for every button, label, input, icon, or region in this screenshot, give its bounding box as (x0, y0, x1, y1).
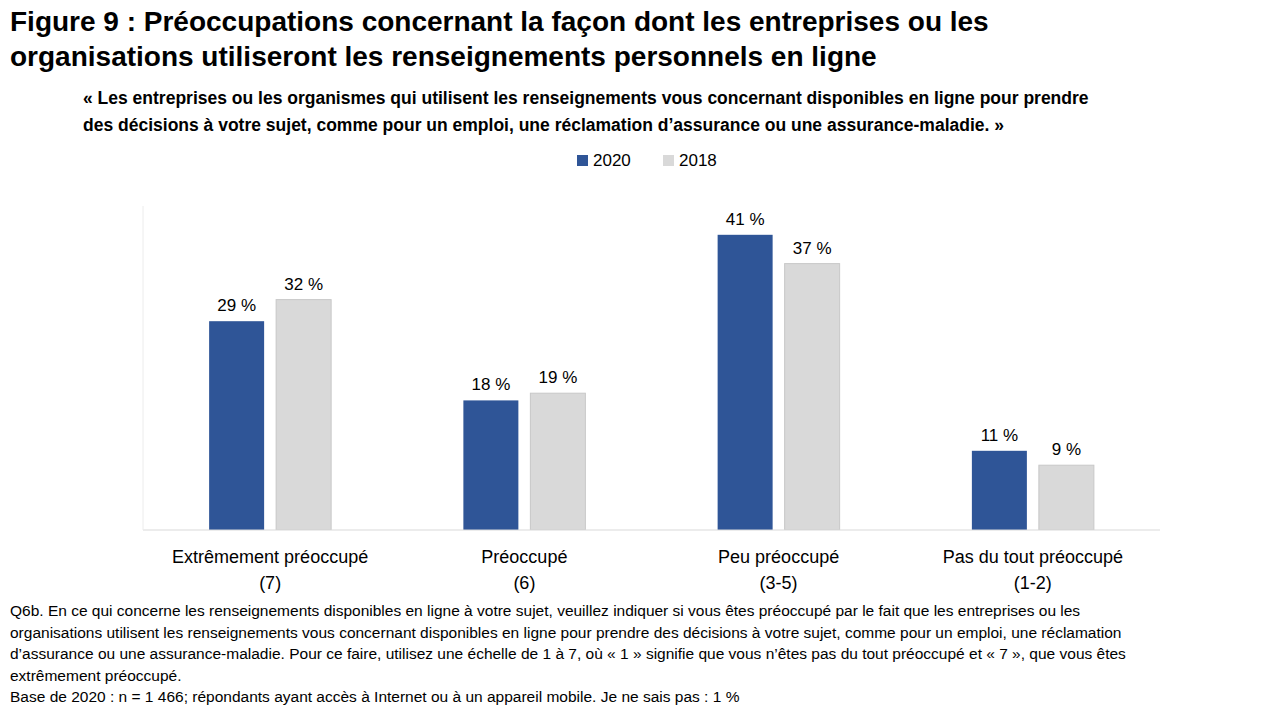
legend-swatch (577, 155, 588, 166)
x-tick-label-line: Pas du tout préoccupé (943, 547, 1123, 567)
data-label: 29 % (217, 296, 256, 315)
x-tick-label-line: (6) (513, 573, 535, 593)
data-label: 32 % (284, 275, 323, 294)
x-tick-label: Extrêmement préoccupé (7) (172, 547, 368, 593)
notes: Q6b. En ce qui concerne les renseignemen… (10, 600, 1275, 708)
data-label: 9 % (1052, 440, 1081, 459)
bar (530, 393, 585, 530)
x-tick-label: Pas du tout préoccupé (1-2) (943, 547, 1123, 593)
data-label: 11 % (981, 426, 1019, 445)
x-tick-label-line: (7) (259, 573, 281, 593)
bar (972, 451, 1027, 530)
bar (276, 300, 331, 530)
bar (785, 264, 840, 530)
bar (463, 400, 518, 530)
legend-swatch (663, 155, 674, 166)
x-tick-label: Préoccupé (6) (481, 547, 567, 593)
x-tick-label-line: Préoccupé (481, 547, 567, 567)
data-labels: 29 % 18 % 41 % 11 % 32 % 19 % 37 % 9 % (217, 210, 1081, 459)
data-label: 41 % (726, 210, 765, 229)
note: Base de 2020 : n = 1 466; répondants aya… (10, 686, 1275, 708)
y-axis-line (143, 206, 144, 530)
legend-label: 2018 (679, 151, 717, 170)
bar (209, 321, 264, 530)
x-tick-label-line: Peu préoccupé (718, 547, 839, 567)
data-label: 18 % (472, 375, 511, 394)
x-tick-label: Peu préoccupé (3-5) (718, 547, 839, 593)
title: Figure 9 : Préoccupations concernant la … (10, 4, 989, 74)
axes (143, 206, 1160, 530)
legend-label: 2020 (593, 151, 631, 170)
subtitle: « Les entreprises ou les organismes qui … (83, 85, 1089, 139)
bars (209, 235, 1094, 530)
note: Q6b. En ce qui concerne les renseignemen… (10, 600, 1275, 686)
bar (718, 235, 773, 530)
page: {"chart_data": { "type": "bar", "title":… (0, 0, 1280, 720)
x-tick-label-line: Extrêmement préoccupé (172, 547, 368, 567)
legend: 2020 2018 (577, 151, 717, 170)
data-label: 37 % (793, 239, 832, 258)
x-axis-line (143, 530, 1160, 531)
bar (1039, 465, 1094, 530)
x-tick-label-line: (3-5) (760, 573, 798, 593)
x-tick-label-line: (1-2) (1014, 573, 1052, 593)
data-label: 19 % (539, 368, 578, 387)
x-tick-labels: Extrêmement préoccupé (7) Préoccupé (6) Peu … (172, 547, 1123, 593)
